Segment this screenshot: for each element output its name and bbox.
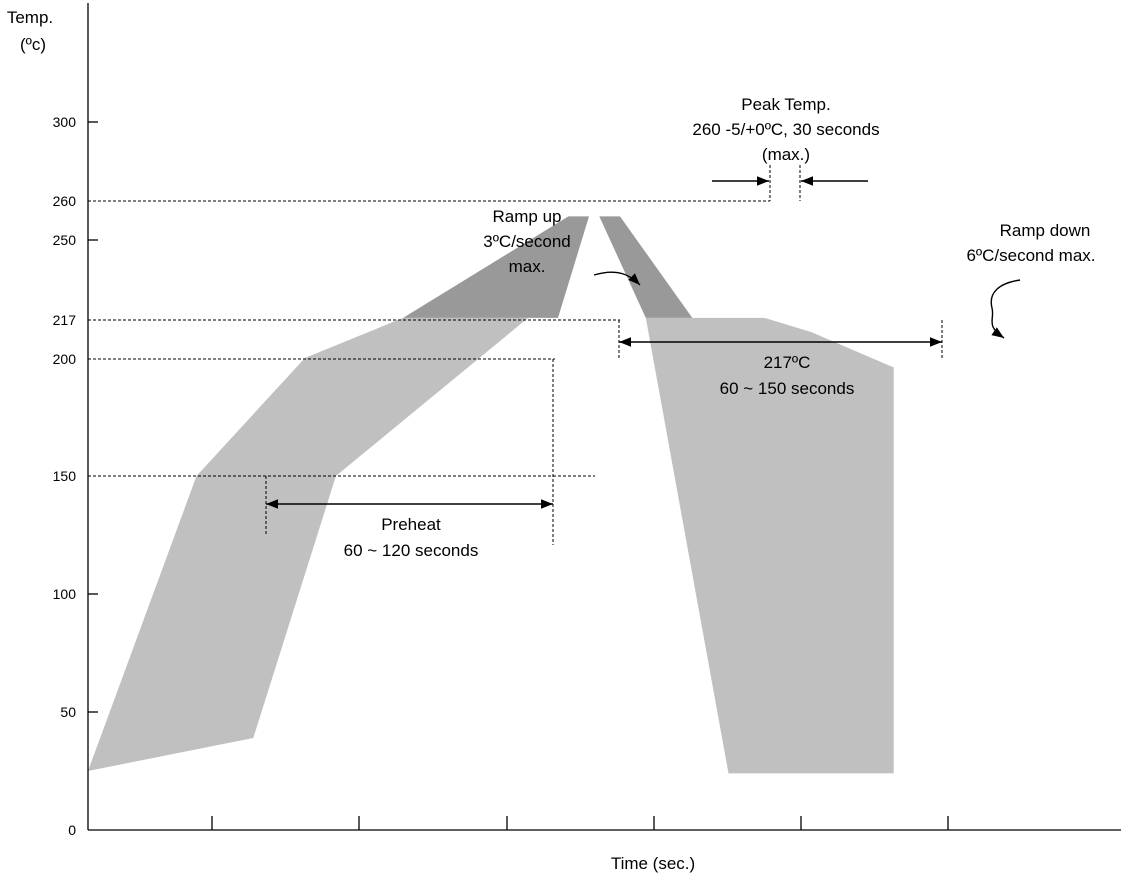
y-tick-label: 250: [53, 232, 77, 248]
preheat-zone: [88, 317, 529, 771]
y-tick-label: 0: [68, 822, 76, 838]
y-tick-label: 50: [60, 704, 76, 720]
preheat-duration: 60 ~ 120 seconds: [344, 541, 479, 560]
y-tick-label: 217: [53, 312, 77, 328]
y-tick-label: 300: [53, 114, 77, 130]
peak-ramp-down-zone: [599, 216, 693, 318]
peak-temp-title: Peak Temp.: [741, 95, 830, 114]
y-tick-label: 260: [53, 193, 77, 209]
dimension-arrows: [266, 176, 1021, 509]
ramp-up-pointer: [593, 271, 641, 286]
axes: [87, 3, 1121, 831]
ramp-up-title: Ramp up: [493, 207, 562, 226]
reference-lines: [88, 165, 943, 545]
peak-temp-spec: 260 -5/+0ºC, 30 seconds: [692, 120, 879, 139]
preheat-label: Preheat: [381, 515, 441, 534]
y-tick-label: 100: [53, 586, 77, 602]
y-tick-label: 150: [53, 468, 77, 484]
y-axis-title: Temp.: [7, 8, 53, 27]
peak-temp-max: (max.): [762, 145, 810, 164]
ramp-down-zone: [645, 317, 894, 774]
ramp-down-title: Ramp down: [1000, 221, 1091, 240]
tal-duration: 60 ~ 150 seconds: [720, 379, 855, 398]
annotations: Preheat 60 ~ 120 seconds 217ºC 60 ~ 150 …: [344, 95, 1096, 560]
ramp-up-zone: [403, 216, 589, 318]
ramp-up-rate: 3ºC/second: [483, 232, 570, 251]
ramp-down-rate: 6ºC/second max.: [966, 246, 1095, 265]
profile-zones: [88, 216, 894, 774]
y-axis-unit: (ºc): [20, 35, 46, 54]
y-tick-labels: 0 50 100 150 200 217 250 260 300: [53, 114, 77, 838]
y-tick-label: 200: [53, 351, 77, 367]
x-axis-title: Time (sec.): [611, 854, 695, 873]
ramp-down-pointer: [990, 279, 1021, 339]
ramp-up-max: max.: [509, 257, 546, 276]
tal-label: 217ºC: [764, 353, 811, 372]
